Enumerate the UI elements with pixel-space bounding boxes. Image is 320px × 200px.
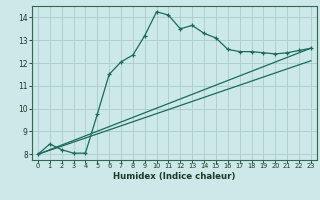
X-axis label: Humidex (Indice chaleur): Humidex (Indice chaleur) xyxy=(113,172,236,181)
